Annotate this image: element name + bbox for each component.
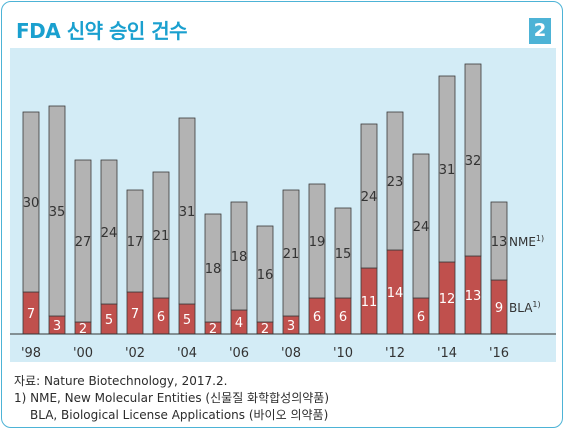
bar-nme	[256, 225, 274, 323]
bar-nme	[22, 111, 40, 293]
bar-nme	[464, 63, 482, 257]
x-tick-label: '98	[21, 346, 41, 361]
data-label-bla: 9	[495, 301, 503, 316]
data-label-nme: 30	[23, 196, 40, 211]
footnote-nme: 1) NME, New Molecular Entities (신물질 화학합성…	[14, 391, 330, 405]
bar-nme	[204, 213, 222, 323]
legend-label-nme: NME1)	[509, 234, 544, 249]
x-tick-label: '10	[333, 346, 353, 361]
data-label-nme: 24	[101, 226, 118, 241]
data-label-nme: 24	[361, 190, 378, 205]
bar-nme	[308, 183, 326, 299]
data-label-bla: 11	[361, 295, 378, 310]
data-label-nme: 15	[335, 247, 352, 262]
x-tick-label: '00	[73, 346, 93, 361]
data-label-nme: 32	[465, 154, 482, 169]
data-label-bla: 6	[339, 310, 347, 325]
data-label-nme: 17	[127, 235, 144, 250]
data-label-nme: 27	[75, 235, 92, 250]
data-label-bla: 2	[261, 322, 269, 337]
data-label-bla: 7	[27, 307, 35, 322]
bar-nme	[100, 159, 118, 305]
data-label-nme: 35	[49, 205, 66, 220]
bar-nme	[334, 207, 352, 299]
bar-nme	[412, 153, 430, 299]
data-label-nme: 24	[413, 220, 430, 235]
x-tick-label: '04	[177, 346, 197, 361]
x-tick-label: '16	[489, 346, 509, 361]
data-label-bla: 13	[465, 289, 482, 304]
figure-number-badge: 2	[529, 18, 551, 44]
data-label-bla: 6	[313, 310, 321, 325]
data-label-bla: 4	[235, 316, 243, 331]
data-label-bla: 7	[131, 307, 139, 322]
legend-label-bla: BLA1)	[509, 300, 541, 315]
data-label-bla: 6	[157, 310, 165, 325]
x-tick-label: '12	[385, 346, 405, 361]
bar-nme	[48, 105, 66, 317]
data-label-nme: 23	[387, 175, 404, 190]
data-label-nme: 31	[439, 163, 456, 178]
x-tick-label: '06	[229, 346, 249, 361]
bar-nme	[438, 75, 456, 263]
data-label-bla: 5	[183, 313, 191, 328]
bar-nme	[230, 201, 248, 311]
data-label-bla: 14	[387, 286, 404, 301]
bar-nme	[490, 201, 508, 281]
data-label-bla: 6	[417, 310, 425, 325]
footnote-bla: BLA, Biological License Applications (바이…	[30, 408, 329, 422]
data-label-nme: 18	[231, 250, 248, 265]
bar-nme	[178, 117, 196, 305]
data-label-bla: 12	[439, 292, 456, 307]
data-label-nme: 16	[257, 268, 274, 283]
data-label-nme: 21	[283, 247, 300, 262]
bar-nme	[360, 123, 378, 269]
bar-nme	[74, 159, 92, 323]
data-label-nme: 19	[309, 235, 326, 250]
data-label-nme: 18	[205, 262, 222, 277]
data-label-nme: 13	[491, 235, 508, 250]
bar-nme	[152, 171, 170, 299]
x-tick-label: '02	[125, 346, 145, 361]
data-label-nme: 21	[153, 229, 170, 244]
data-label-bla: 3	[53, 319, 61, 334]
data-label-bla: 2	[209, 322, 217, 337]
data-label-bla: 5	[105, 313, 113, 328]
data-label-bla: 3	[287, 319, 295, 334]
bar-nme	[282, 189, 300, 317]
chart-title: FDA 신약 승인 건수	[16, 19, 188, 43]
bar-nme	[126, 189, 144, 293]
data-label-nme: 31	[179, 205, 196, 220]
source-note: 자료: Nature Biotechnology, 2017.2.	[14, 374, 228, 388]
bar-nme	[386, 111, 404, 251]
x-tick-label: '08	[281, 346, 301, 361]
x-tick-label: '14	[437, 346, 457, 361]
data-label-bla: 2	[79, 322, 87, 337]
